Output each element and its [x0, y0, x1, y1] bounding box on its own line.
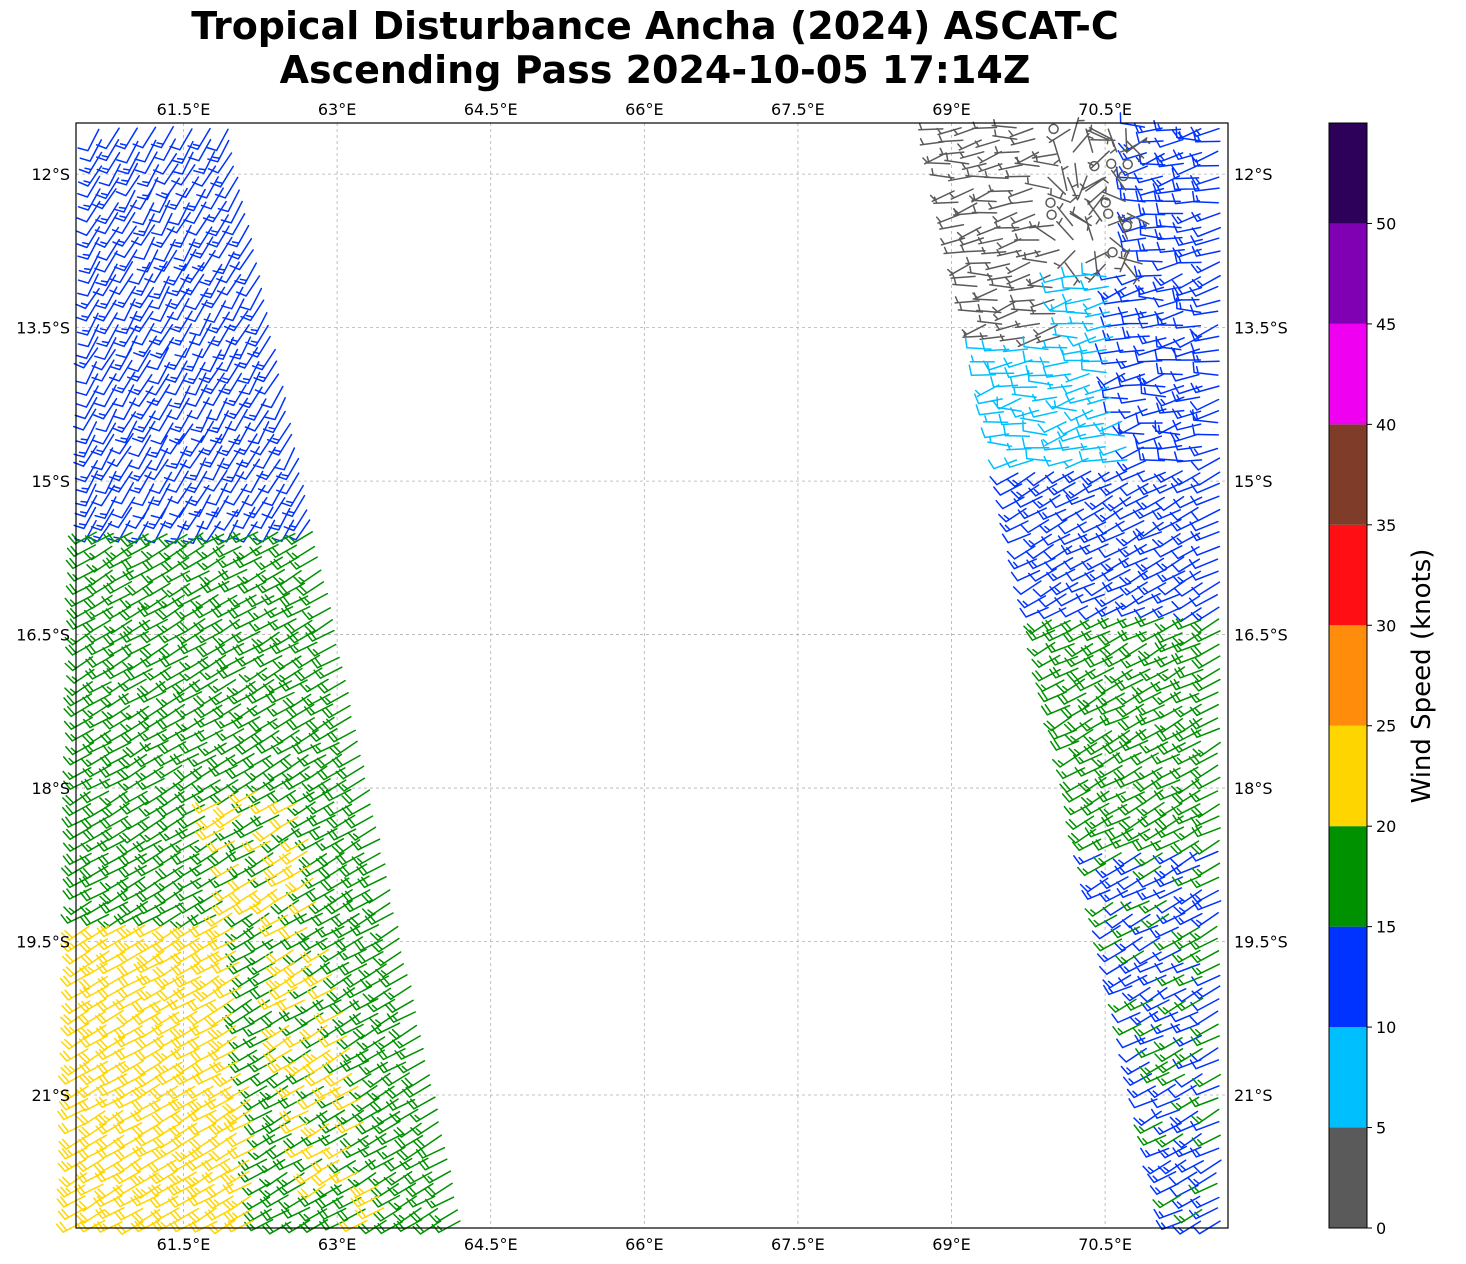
- lat-label-left-5: 19.5°S: [16, 933, 70, 952]
- axis-ticks: 61.5°E 61.5°E 63°E 63°E 64.5°E 64.5°E 66°E 66°E…: [16, 100, 1288, 1254]
- calm-wind-marker: [1089, 160, 1100, 172]
- colorbar-tick-4: 20: [1376, 817, 1396, 836]
- lon-label-top-2: 64.5°E: [464, 100, 518, 119]
- calm-wind-marker: [1118, 170, 1129, 182]
- colorbar-bin-0: [1329, 1127, 1367, 1228]
- wind-barb-set: [72, 112, 1222, 1235]
- colorbar-bin-9: [1329, 223, 1367, 324]
- calm-wind-marker: [1046, 209, 1057, 220]
- calm-wind-marker: [1102, 208, 1114, 220]
- colorbar-tick-6: 30: [1376, 616, 1396, 635]
- lat-label-right-6: 21°S: [1234, 1086, 1273, 1105]
- lat-label-left-2: 15°S: [31, 472, 70, 491]
- calm-wind-marker: [1045, 197, 1056, 208]
- colorbar-bin-6: [1329, 524, 1367, 626]
- calm-wind-marker: [1122, 159, 1133, 170]
- lon-label-bottom-2: 64.5°E: [464, 1235, 518, 1254]
- colorbar-tick-8: 40: [1376, 415, 1396, 434]
- lon-label-bottom-6: 70.5°E: [1078, 1235, 1132, 1254]
- colorbar-tick-3: 15: [1376, 918, 1396, 937]
- lat-label-right-3: 16.5°S: [1234, 626, 1288, 645]
- lon-label-top-5: 69°E: [932, 100, 970, 119]
- lat-label-right-1: 13.5°S: [1234, 319, 1288, 338]
- colorbar-bin-7: [1329, 424, 1367, 525]
- colorbar-tick-5: 25: [1376, 717, 1396, 736]
- colorbar-tick-0: 0: [1376, 1219, 1386, 1238]
- calm-wind-marker: [1105, 158, 1117, 169]
- calm-wind-marker: [1048, 123, 1059, 135]
- lon-label-bottom-1: 63°E: [318, 1235, 356, 1254]
- lon-label-bottom-0: 61.5°E: [157, 1235, 211, 1254]
- colorbar-bin-2: [1329, 926, 1367, 1028]
- colorbar-label: Wind Speed (knots): [1407, 548, 1437, 804]
- colorbar-tick-1: 5: [1376, 1119, 1386, 1138]
- calm-wind-marker: [1100, 197, 1111, 208]
- lat-label-right-0: 12°S: [1234, 165, 1273, 184]
- title-line-2: Ascending Pass 2024-10-05 17:14Z: [279, 48, 1031, 92]
- colorbar-tick-9: 45: [1376, 315, 1396, 334]
- lat-label-right-5: 19.5°S: [1234, 933, 1288, 952]
- colorbar-bin-8: [1329, 323, 1367, 425]
- lon-label-bottom-5: 69°E: [932, 1235, 970, 1254]
- wind-barb-set: [918, 117, 1151, 348]
- wind-barb-set: [60, 531, 1222, 1235]
- lon-label-top-0: 61.5°E: [157, 100, 211, 119]
- colorbar-bin-3: [1329, 826, 1367, 927]
- barb-group-1: [60, 531, 1222, 1235]
- lat-label-right-2: 15°S: [1234, 472, 1273, 491]
- lon-label-top-4: 67.5°E: [771, 100, 825, 119]
- barb-group-0: [72, 112, 1222, 1235]
- wind-speed-colorbar: 0 5 10 15 20 25 30 35 40 45 50: [1328, 122, 1396, 1238]
- map-gridlines: [76, 123, 1228, 1228]
- title-line-1: Tropical Disturbance Ancha (2024) ASCAT-…: [191, 4, 1119, 48]
- lat-label-left-6: 21°S: [31, 1086, 70, 1105]
- lat-label-left-3: 16.5°S: [16, 626, 70, 645]
- lon-label-top-3: 66°E: [625, 100, 663, 119]
- lon-label-bottom-3: 66°E: [625, 1235, 663, 1254]
- barb-group-3: [918, 117, 1151, 348]
- wind-barbs: [55, 112, 1222, 1235]
- chart-title: Tropical Disturbance Ancha (2024) ASCAT-…: [0, 4, 1310, 92]
- lat-label-left-4: 18°S: [31, 779, 70, 798]
- map-frame: [75, 122, 1229, 1229]
- colorbar-frame: [1328, 122, 1368, 1229]
- lon-label-bottom-4: 67.5°E: [771, 1235, 825, 1254]
- colorbar-tick-2: 10: [1376, 1018, 1396, 1037]
- colorbar-bin-1: [1329, 1027, 1367, 1128]
- colorbar-tick-7: 35: [1376, 516, 1396, 535]
- colorbar-tick-10: 50: [1376, 214, 1396, 233]
- barb-group-4: [964, 262, 1128, 470]
- lat-label-right-4: 18°S: [1234, 779, 1273, 798]
- colorbar-bin-5: [1329, 625, 1367, 726]
- lon-label-top-6: 70.5°E: [1078, 100, 1132, 119]
- lat-label-left-1: 13.5°S: [16, 319, 70, 338]
- lon-label-top-1: 63°E: [318, 100, 356, 119]
- colorbar-bin-10: [1329, 123, 1367, 224]
- colorbar-bin-4: [1329, 725, 1367, 827]
- lat-label-left-0: 12°S: [31, 165, 70, 184]
- calm-wind-marker: [1107, 247, 1118, 258]
- wind-barb-set: [964, 262, 1128, 470]
